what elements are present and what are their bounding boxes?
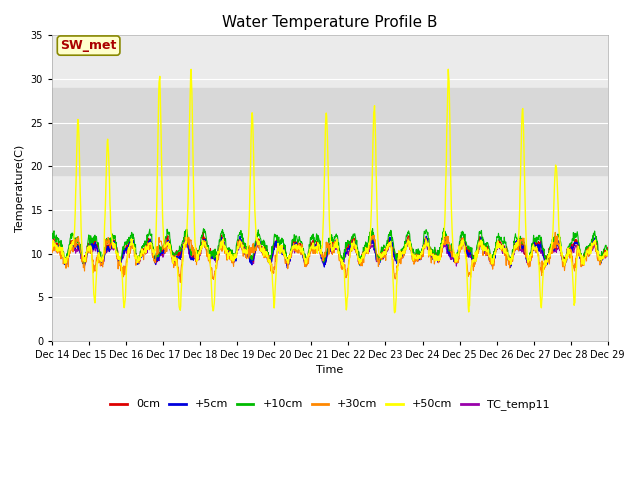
Text: SW_met: SW_met [60,39,116,52]
Y-axis label: Temperature(C): Temperature(C) [15,144,25,232]
Title: Water Temperature Profile B: Water Temperature Profile B [222,15,438,30]
X-axis label: Time: Time [316,365,344,375]
Bar [52,88,608,175]
Legend: 0cm, +5cm, +10cm, +30cm, +50cm, TC_temp11: 0cm, +5cm, +10cm, +30cm, +50cm, TC_temp1… [106,395,554,415]
